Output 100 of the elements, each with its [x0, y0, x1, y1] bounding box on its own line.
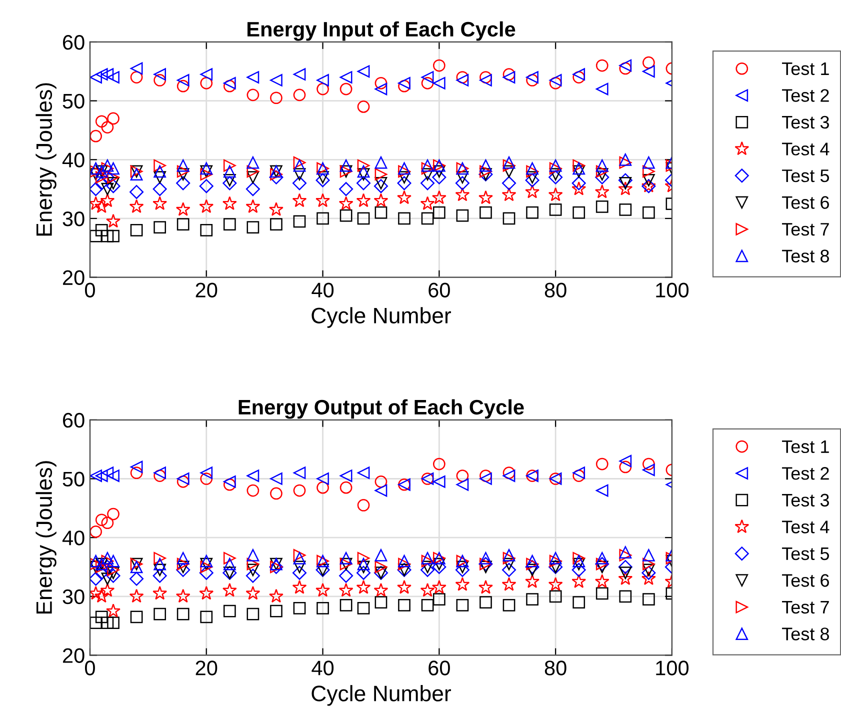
point: [398, 162, 410, 175]
point: [316, 582, 330, 597]
point: [456, 74, 469, 86]
point: [293, 215, 306, 228]
point: [154, 171, 166, 184]
x-tick-label: 20: [196, 660, 218, 676]
point: [90, 182, 103, 196]
point: [154, 68, 166, 81]
point: [526, 74, 538, 86]
point: [340, 209, 352, 222]
point: [432, 76, 446, 90]
x-tick-label: 80: [544, 282, 566, 298]
point: [642, 206, 655, 219]
point: [421, 554, 434, 568]
point: [455, 577, 470, 591]
point: [357, 558, 370, 570]
point: [246, 71, 260, 84]
point: [374, 82, 388, 96]
point: [154, 159, 166, 172]
point: [130, 168, 143, 181]
point: [357, 65, 370, 78]
point: [176, 552, 190, 564]
point: [398, 171, 410, 184]
point: [618, 173, 632, 188]
point: [420, 196, 435, 210]
point: [421, 71, 434, 84]
point: [316, 212, 329, 225]
y-tick-label: 40: [62, 530, 84, 546]
point: [107, 508, 120, 520]
point: [316, 472, 329, 485]
point: [316, 193, 330, 208]
point: [130, 466, 143, 480]
point: [549, 554, 562, 568]
point: [374, 176, 388, 190]
point: [549, 590, 562, 603]
point: [549, 203, 562, 216]
point: [596, 552, 608, 564]
point: [90, 230, 102, 242]
point: [107, 564, 120, 576]
point: [176, 74, 190, 86]
point: [246, 165, 260, 178]
point: [374, 549, 388, 562]
point: [246, 470, 260, 482]
point: [129, 199, 144, 213]
point: [246, 484, 260, 497]
point: [421, 162, 434, 175]
point: [223, 552, 236, 564]
point: [642, 549, 655, 562]
point: [154, 74, 166, 86]
point: [420, 582, 435, 597]
point: [223, 165, 236, 178]
point: [270, 604, 282, 618]
point: [456, 209, 469, 222]
point: [222, 176, 237, 190]
point: [421, 168, 434, 181]
point: [642, 558, 655, 570]
point: [502, 71, 516, 84]
point: [619, 153, 632, 166]
point: [223, 478, 236, 491]
point: [268, 202, 284, 216]
point: [398, 165, 410, 178]
point: [223, 476, 236, 488]
point: [374, 484, 388, 497]
point: [90, 470, 102, 482]
point: [95, 514, 108, 526]
point: [526, 71, 538, 84]
point: [357, 552, 370, 564]
point: [90, 586, 104, 600]
point: [478, 190, 493, 204]
point: [596, 484, 608, 497]
point: [154, 564, 166, 576]
point: [502, 577, 516, 591]
point: [480, 470, 492, 482]
point: [270, 218, 282, 231]
point: [246, 221, 260, 234]
point: [356, 193, 371, 208]
point: [480, 560, 492, 574]
point: [154, 608, 166, 620]
point: [432, 593, 446, 606]
point: [293, 68, 306, 81]
point: [502, 68, 516, 81]
point: [90, 130, 102, 142]
point: [176, 472, 190, 485]
legend-label: Test 4: [782, 520, 830, 534]
point: [455, 187, 470, 202]
point: [90, 572, 103, 586]
point: [292, 580, 307, 594]
point: [526, 593, 538, 606]
point: [548, 187, 563, 202]
y-axis-title: Energy (Joules): [36, 461, 56, 614]
point: [95, 610, 108, 624]
point: [502, 562, 516, 577]
point: [374, 168, 388, 181]
point: [374, 582, 388, 597]
point: [176, 176, 190, 190]
legend-label: Test 3: [782, 494, 829, 507]
point: [397, 176, 412, 190]
point: [572, 466, 586, 480]
point: [223, 80, 236, 92]
point: [200, 554, 213, 568]
